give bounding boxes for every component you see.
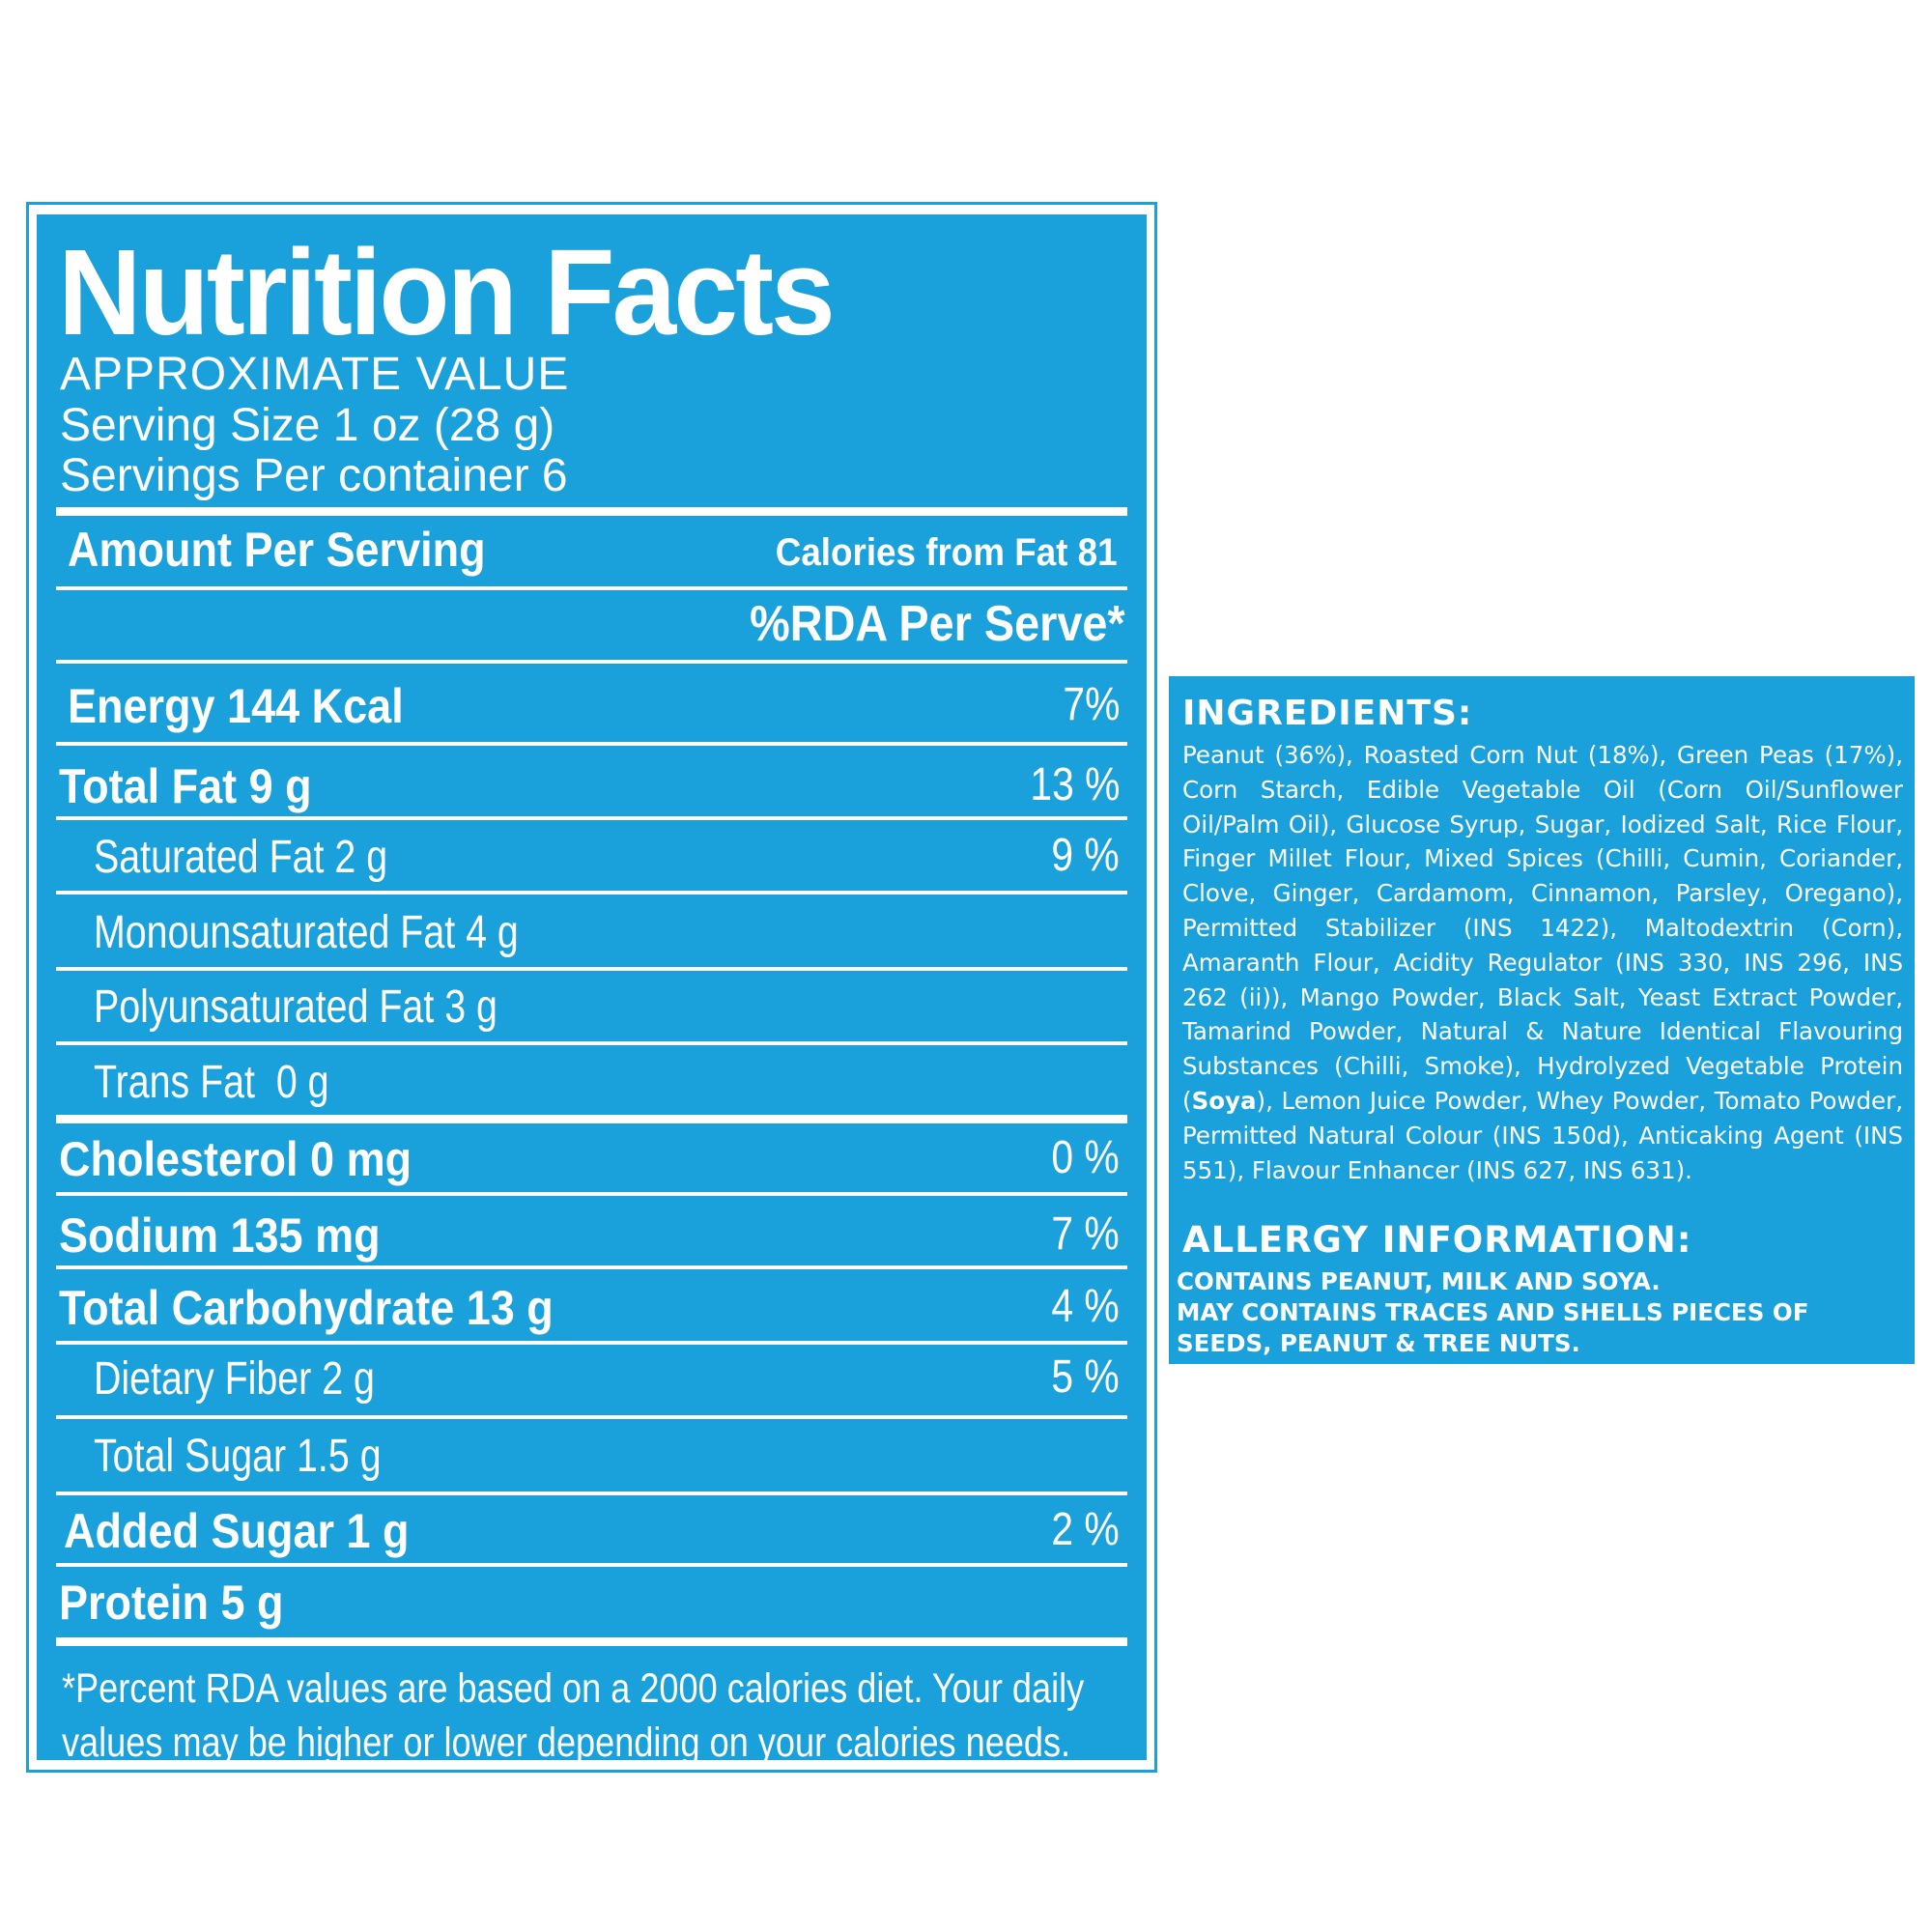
ingredients-text: Peanut (36%), Roasted Corn Nut (18%), Gr… [1182, 738, 1903, 1187]
servings-per-container: Servings Per container 6 [60, 450, 568, 501]
nutrient-pct-total-fat: 13 % [1030, 759, 1120, 810]
allergy-info-title: ALLERGY INFORMATION: [1182, 1219, 1692, 1261]
approximate-value-label: APPROXIMATE VALUE [60, 349, 570, 400]
ingredients-text-part-2: ), Lemon Juice Powder, Whey Powder, Toma… [1182, 1086, 1903, 1184]
nutrient-label-cholesterol: Cholesterol 0 mg [59, 1132, 412, 1186]
nutrient-pct-added-sugar: 2 % [1051, 1504, 1120, 1555]
nutrient-pct-sodium: 7 % [1051, 1208, 1120, 1260]
divider [56, 1041, 1127, 1045]
footnote-line-1: *Percent RDA values are based on a 2000 … [62, 1665, 1085, 1712]
nutrient-label-sodium: Sodium 135 mg [59, 1208, 381, 1263]
divider [56, 1492, 1127, 1495]
nutrient-label-energy: Energy 144 Kcal [68, 679, 404, 733]
ingredients-bold-allergen: Soya [1191, 1086, 1257, 1115]
divider [56, 742, 1127, 746]
nutrient-pct-dietary-fiber: 5 % [1051, 1351, 1120, 1403]
nutrient-pct-total-carbohydrate: 4 % [1051, 1281, 1120, 1332]
divider [56, 891, 1127, 895]
amount-per-serving-header: Amount Per Serving [68, 523, 486, 577]
divider [56, 967, 1127, 971]
nutrition-facts-frame: Nutrition Facts APPROXIMATE VALUE Servin… [26, 202, 1157, 1773]
divider [56, 507, 1127, 516]
rda-per-serve-header: %RDA Per Serve* [750, 596, 1125, 652]
rda-footnote: *Percent RDA values are based on a 2000 … [62, 1662, 1085, 1770]
nutrient-label-polyunsaturated-fat: Polyunsaturated Fat 3 g [94, 981, 497, 1033]
nutrient-pct-energy: 7% [1063, 679, 1120, 730]
nutrient-label-total-carbohydrate: Total Carbohydrate 13 g [59, 1281, 554, 1335]
divider [56, 1637, 1127, 1646]
nutrient-label-total-sugar: Total Sugar 1.5 g [94, 1431, 382, 1482]
ingredients-title: INGREDIENTS: [1182, 694, 1473, 733]
nutrient-label-trans-fat: Trans Fat 0 g [94, 1057, 329, 1108]
divider [56, 660, 1127, 664]
nutrient-label-added-sugar: Added Sugar 1 g [64, 1504, 410, 1558]
divider [56, 1341, 1127, 1345]
ingredients-text-part-1: Peanut (36%), Roasted Corn Nut (18%), Gr… [1182, 741, 1903, 1115]
nutrient-pct-cholesterol: 0 % [1051, 1132, 1120, 1183]
calories-from-fat: Calories from Fat 81 [776, 531, 1118, 574]
divider [56, 586, 1127, 590]
divider [56, 1192, 1127, 1196]
allergy-line-3: SEEDS, PEANUT & TREE NUTS. [1177, 1329, 1580, 1357]
nutrient-label-monounsaturated-fat: Monounsaturated Fat 4 g [94, 907, 519, 958]
allergy-line-1: CONTAINS PEANUT, MILK AND SOYA. [1177, 1267, 1661, 1295]
ingredients-panel: INGREDIENTS: Peanut (36%), Roasted Corn … [1169, 676, 1915, 1364]
nutrient-label-total-fat: Total Fat 9 g [59, 759, 312, 813]
nutrient-label-dietary-fiber: Dietary Fiber 2 g [94, 1353, 375, 1405]
nutrient-label-protein: Protein 5 g [59, 1576, 284, 1630]
divider [56, 1415, 1127, 1419]
nutrient-label-saturated-fat: Saturated Fat 2 g [94, 832, 388, 883]
nutrition-facts-title: Nutrition Facts [58, 224, 836, 360]
nutrient-pct-saturated-fat: 9 % [1051, 830, 1120, 881]
divider [56, 1265, 1127, 1269]
divider [56, 1115, 1127, 1123]
footnote-line-2: values may be higher or lower depending … [62, 1719, 1071, 1766]
serving-size: Serving Size 1 oz (28 g) [60, 400, 555, 451]
allergy-line-2: MAY CONTAINS TRACES AND SHELLS PIECES OF [1177, 1298, 1809, 1326]
divider [56, 1563, 1127, 1567]
nutrition-facts-panel: Nutrition Facts APPROXIMATE VALUE Servin… [37, 214, 1147, 1766]
divider [56, 816, 1127, 820]
